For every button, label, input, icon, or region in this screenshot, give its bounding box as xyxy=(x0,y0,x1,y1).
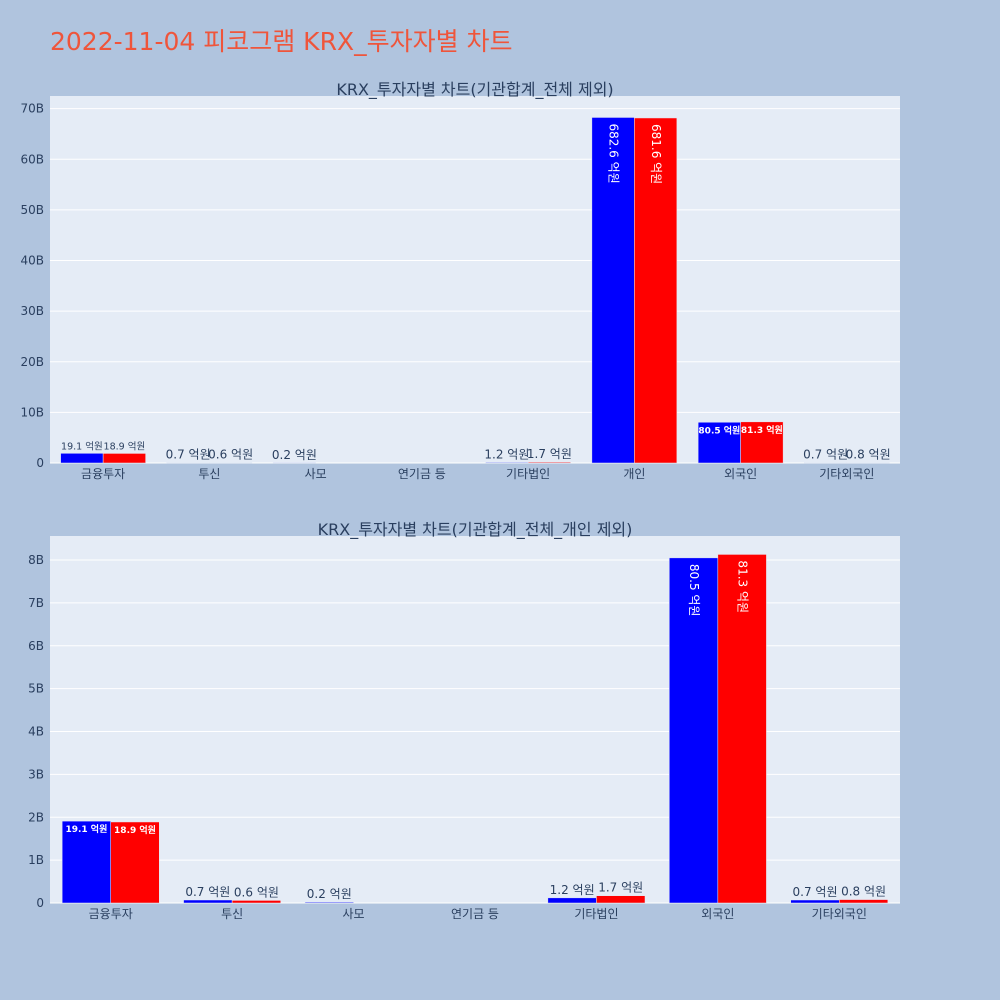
y-tick-label: 2B xyxy=(28,810,44,824)
data-label: 19.1 억원 xyxy=(61,440,103,452)
chart-1: KRX_투자자별 차트(기관합계_전체 제외) 0 10B 20B 30B 40B 50B 6… xyxy=(20,80,900,481)
data-label: 0.2 억원 xyxy=(307,887,352,901)
y-tick-label: 5B xyxy=(28,682,44,696)
data-label: 18.9 억원 xyxy=(104,440,146,452)
bar xyxy=(110,821,160,904)
data-label: 18.9 억원 xyxy=(114,824,156,836)
x-tick-label: 투신 xyxy=(198,467,220,481)
bar xyxy=(61,820,111,904)
data-label: 0.8 억원 xyxy=(841,885,886,899)
data-label: 81.3 억원 xyxy=(736,560,750,613)
data-label: 1.2 억원 xyxy=(484,447,529,461)
x-tick-label: 연기금 등 xyxy=(451,907,499,921)
bar xyxy=(634,117,678,464)
data-label: 0.6 억원 xyxy=(234,885,279,899)
data-label: 80.5 억원 xyxy=(698,424,740,436)
chart-title: KRX_투자자별 차트(기관합계_전체_개인 제외) xyxy=(318,520,633,540)
data-label: 1.2 억원 xyxy=(550,883,595,897)
x-tick-label: 외국인 xyxy=(724,467,757,481)
y-tick-label: 3B xyxy=(28,767,44,781)
data-label: 0.8 억원 xyxy=(846,448,891,462)
bar xyxy=(697,422,741,464)
y-tick-label: 60B xyxy=(20,152,44,166)
bar xyxy=(839,899,889,904)
y-tick-label: 7B xyxy=(28,596,44,610)
data-label: 0.7 억원 xyxy=(185,885,230,899)
data-label: 0.7 억원 xyxy=(166,448,211,462)
bar xyxy=(740,421,784,464)
bar xyxy=(231,900,281,904)
x-tick-label: 외국인 xyxy=(701,907,734,921)
x-tick-label: 금융투자 xyxy=(81,467,125,481)
y-tick-label: 20B xyxy=(20,355,44,369)
bar xyxy=(596,895,646,904)
page-title: 2022-11-04 피코그램 KRX_투자자별 차트 xyxy=(50,27,513,56)
x-tick-label: 사모 xyxy=(305,467,327,481)
y-tick-label: 1B xyxy=(28,853,44,867)
data-label: 80.5 억원 xyxy=(687,564,701,617)
bar xyxy=(102,453,146,464)
x-tick-label: 기타외국인 xyxy=(812,907,867,921)
data-label: 1.7 억원 xyxy=(527,447,572,461)
plot-area xyxy=(50,96,900,463)
y-tick-label: 0 xyxy=(36,456,44,470)
bar xyxy=(717,554,767,904)
data-label: 0.6 억원 xyxy=(208,448,253,462)
bar xyxy=(183,899,233,904)
x-tick-label: 개인 xyxy=(623,467,645,481)
y-tick-label: 30B xyxy=(20,304,44,318)
y-tick-label: 0 xyxy=(36,896,44,910)
data-label: 0.2 억원 xyxy=(272,448,317,462)
x-tick-label: 기타법인 xyxy=(506,467,550,481)
bar xyxy=(547,897,597,904)
data-label: 81.3 억원 xyxy=(741,424,783,436)
bar xyxy=(304,901,354,904)
chart-title: KRX_투자자별 차트(기관합계_전체 제외) xyxy=(336,80,613,100)
data-label: 681.6 억원 xyxy=(649,124,663,184)
data-label: 682.6 억원 xyxy=(607,123,621,183)
plot-area xyxy=(50,536,900,903)
x-tick-label: 금융투자 xyxy=(89,907,133,921)
data-label: 19.1 억원 xyxy=(65,823,107,835)
y-tick-label: 8B xyxy=(28,553,44,567)
x-tick-label: 연기금 등 xyxy=(398,467,446,481)
x-tick-label: 기타법인 xyxy=(574,907,618,921)
bar xyxy=(527,461,571,464)
data-label: 0.7 억원 xyxy=(793,885,838,899)
bar xyxy=(591,117,635,464)
y-tick-label: 10B xyxy=(20,405,44,419)
data-label: 0.7 억원 xyxy=(803,448,848,462)
bar xyxy=(790,899,840,904)
y-tick-label: 40B xyxy=(20,254,44,268)
x-tick-label: 기타외국인 xyxy=(819,467,874,481)
y-tick-label: 50B xyxy=(20,203,44,217)
bar xyxy=(669,557,719,904)
x-tick-label: 투신 xyxy=(221,907,243,921)
y-tick-label: 70B xyxy=(20,102,44,116)
y-tick-label: 4B xyxy=(28,725,44,739)
y-tick-label: 6B xyxy=(28,639,44,653)
data-label: 1.7 억원 xyxy=(598,881,643,895)
x-tick-label: 사모 xyxy=(343,907,365,921)
